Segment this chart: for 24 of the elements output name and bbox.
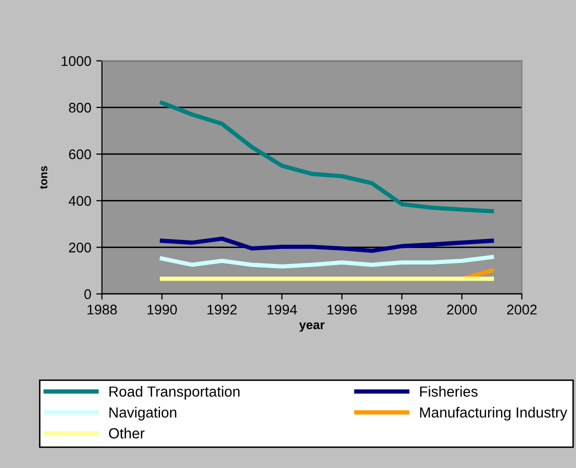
y-tick-label: 200 (69, 242, 91, 252)
y-tick-label: 400 (68, 196, 91, 206)
y-tick-label: 1000 (62, 56, 91, 66)
line-series (160, 100, 494, 214)
x-tick-label: 1994 (268, 304, 297, 315)
legend-label: Road Transportation (109, 386, 240, 400)
legend-label: Fisheries (420, 386, 478, 397)
line-series (160, 254, 494, 268)
x-tick-label: 1998 (387, 304, 417, 315)
y-tick-label: 600 (69, 149, 91, 160)
x-tick-label: 1988 (88, 304, 117, 315)
x-tick-label: 1992 (208, 304, 237, 315)
legend-label: Navigation (109, 406, 176, 421)
line-series (160, 236, 494, 253)
x-axis-title: year (299, 322, 325, 332)
y-tick-label: 0 (84, 289, 91, 300)
x-tick-label: 1996 (328, 304, 357, 315)
x-tick-label: 1990 (148, 304, 177, 315)
x-tick-label: 2000 (447, 304, 477, 315)
y-axis-title: tons (40, 166, 48, 189)
legend-label: Other (108, 428, 145, 439)
legend-label: Manufacturing Industry (420, 406, 568, 421)
y-tick-label: 800 (68, 102, 91, 113)
x-tick-label: 2002 (507, 304, 537, 315)
